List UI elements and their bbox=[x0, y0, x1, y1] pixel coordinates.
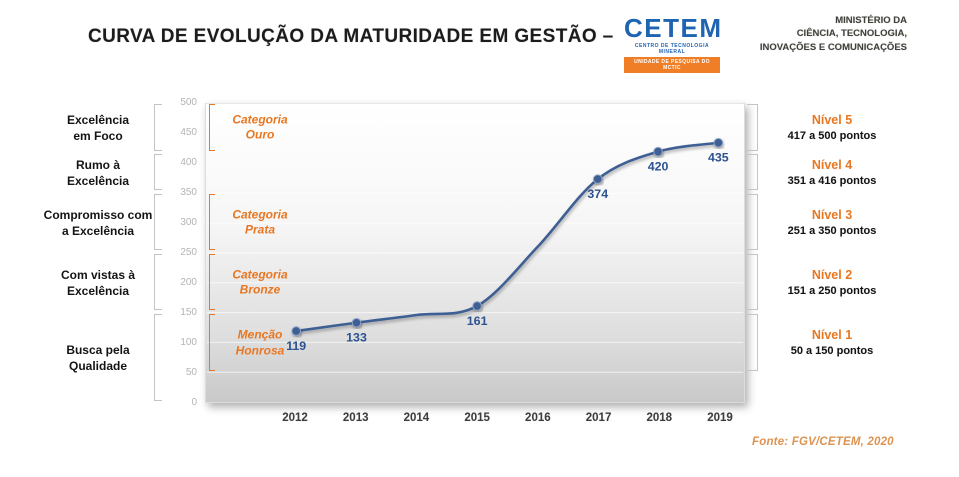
level-label: Nível 3 251 a 350 pontos bbox=[770, 208, 894, 238]
level-range: 417 a 500 pontos bbox=[787, 129, 877, 142]
level-label: Nível 4 351 a 416 pontos bbox=[770, 158, 894, 188]
ministry-line: CIÊNCIA, TECNOLOGIA, bbox=[796, 28, 907, 40]
point-marker bbox=[592, 174, 603, 184]
level-bracket bbox=[747, 154, 758, 191]
level-bracket bbox=[747, 254, 758, 311]
page-title: CURVA DE EVOLUÇÃO DA MATURIDADE EM GESTÃ… bbox=[88, 26, 614, 47]
level-bracket bbox=[747, 314, 758, 371]
maturity-stage-label: Busca pela Qualidade bbox=[66, 342, 130, 373]
point-value-label: 161 bbox=[467, 314, 488, 328]
level-name: Nível 1 bbox=[811, 327, 853, 342]
category-bracket bbox=[209, 314, 215, 371]
level-label: Nível 5 417 a 500 pontos bbox=[770, 113, 894, 143]
line-chart-plot: 119 133 161 374 420 435 bbox=[205, 103, 745, 403]
point-marker bbox=[291, 326, 301, 336]
level-range: 151 a 250 pontos bbox=[787, 284, 877, 297]
y-tick-label: 100 bbox=[180, 337, 197, 348]
point-value-label: 435 bbox=[708, 151, 729, 165]
maturity-bracket bbox=[154, 314, 162, 401]
point-value-label: 374 bbox=[587, 187, 608, 201]
cetem-logo-text: CETEM bbox=[624, 13, 723, 43]
point-value-label: 420 bbox=[648, 160, 669, 174]
cetem-logo-banner: UNIDADE DE PESQUISA DO MCTIC bbox=[624, 57, 720, 73]
maturity-stage-label: Excelência em Foco bbox=[66, 112, 130, 143]
y-tick-label: 450 bbox=[180, 127, 197, 138]
y-tick-label: 150 bbox=[180, 307, 197, 318]
ministry-line: INOVAÇÕES E COMUNICAÇÕES bbox=[759, 41, 907, 53]
x-tick-label: 2018 bbox=[646, 412, 673, 424]
point-value-label: 133 bbox=[346, 331, 367, 345]
level-bracket bbox=[747, 194, 758, 251]
x-tick-label: 2017 bbox=[585, 412, 612, 424]
category-label: Categoria Prata bbox=[232, 207, 288, 237]
y-tick-label: 350 bbox=[180, 187, 197, 198]
source-note: Fonte: FGV/CETEM, 2020 bbox=[752, 436, 894, 448]
cetem-logo-subtitle: CENTRO DE TECNOLOGIA MINERAL bbox=[634, 43, 710, 55]
level-range: 50 a 150 pontos bbox=[790, 344, 874, 357]
level-label: Nível 2 151 a 250 pontos bbox=[770, 268, 894, 298]
x-tick-label: 2015 bbox=[464, 412, 490, 424]
level-name: Nível 5 bbox=[811, 112, 853, 127]
maturity-stage-label: Compromisso com a Excelência bbox=[43, 207, 153, 238]
maturity-bracket bbox=[154, 104, 162, 151]
y-tick-label: 500 bbox=[180, 97, 197, 108]
point-marker bbox=[653, 146, 663, 157]
maturity-bracket bbox=[154, 154, 162, 191]
y-tick-label: 300 bbox=[180, 217, 197, 228]
cetem-logo: CETEM CENTRO DE TECNOLOGIA MINERAL UNIDA… bbox=[624, 13, 723, 73]
x-tick-label: 2012 bbox=[282, 412, 308, 424]
maturity-stage-label: Rumo à Excelência bbox=[66, 157, 130, 188]
level-name: Nível 4 bbox=[811, 157, 853, 172]
category-label: Menção Honrosa bbox=[235, 327, 285, 357]
level-name: Nível 2 bbox=[811, 267, 853, 282]
category-label: Categoria Bronze bbox=[232, 267, 288, 297]
ministry-block: MINISTÉRIO DA CIÊNCIA, TECNOLOGIA, INOVA… bbox=[735, 14, 907, 54]
y-tick-label: 50 bbox=[185, 367, 197, 378]
ministry-line: MINISTÉRIO DA bbox=[835, 15, 907, 26]
y-tick-label: 250 bbox=[180, 247, 197, 258]
x-tick-label: 2014 bbox=[403, 412, 430, 424]
y-tick-label: 400 bbox=[180, 157, 197, 168]
x-tick-label: 2013 bbox=[342, 412, 369, 424]
level-label: Nível 1 50 a 150 pontos bbox=[770, 328, 894, 358]
level-name: Nível 3 bbox=[811, 207, 853, 222]
category-bracket bbox=[209, 104, 215, 151]
x-tick-label: 2019 bbox=[707, 412, 733, 424]
level-range: 351 a 416 pontos bbox=[787, 174, 877, 187]
y-tick-label: 0 bbox=[191, 397, 197, 408]
point-marker bbox=[713, 137, 724, 148]
series-line bbox=[296, 141, 719, 333]
point-marker bbox=[472, 301, 482, 311]
x-tick-label: 2016 bbox=[525, 412, 551, 424]
level-range: 251 a 350 pontos bbox=[787, 224, 877, 237]
point-marker bbox=[351, 317, 362, 328]
category-label: Categoria Ouro bbox=[232, 112, 288, 142]
y-tick-label: 200 bbox=[180, 277, 197, 288]
category-bracket bbox=[209, 254, 215, 311]
maturity-bracket bbox=[154, 194, 162, 251]
category-bracket bbox=[209, 194, 215, 251]
point-value-label: 119 bbox=[286, 339, 306, 353]
maturity-bracket bbox=[154, 254, 162, 311]
level-bracket bbox=[747, 104, 758, 151]
maturity-stage-label: Com vistas à Excelência bbox=[60, 267, 136, 298]
